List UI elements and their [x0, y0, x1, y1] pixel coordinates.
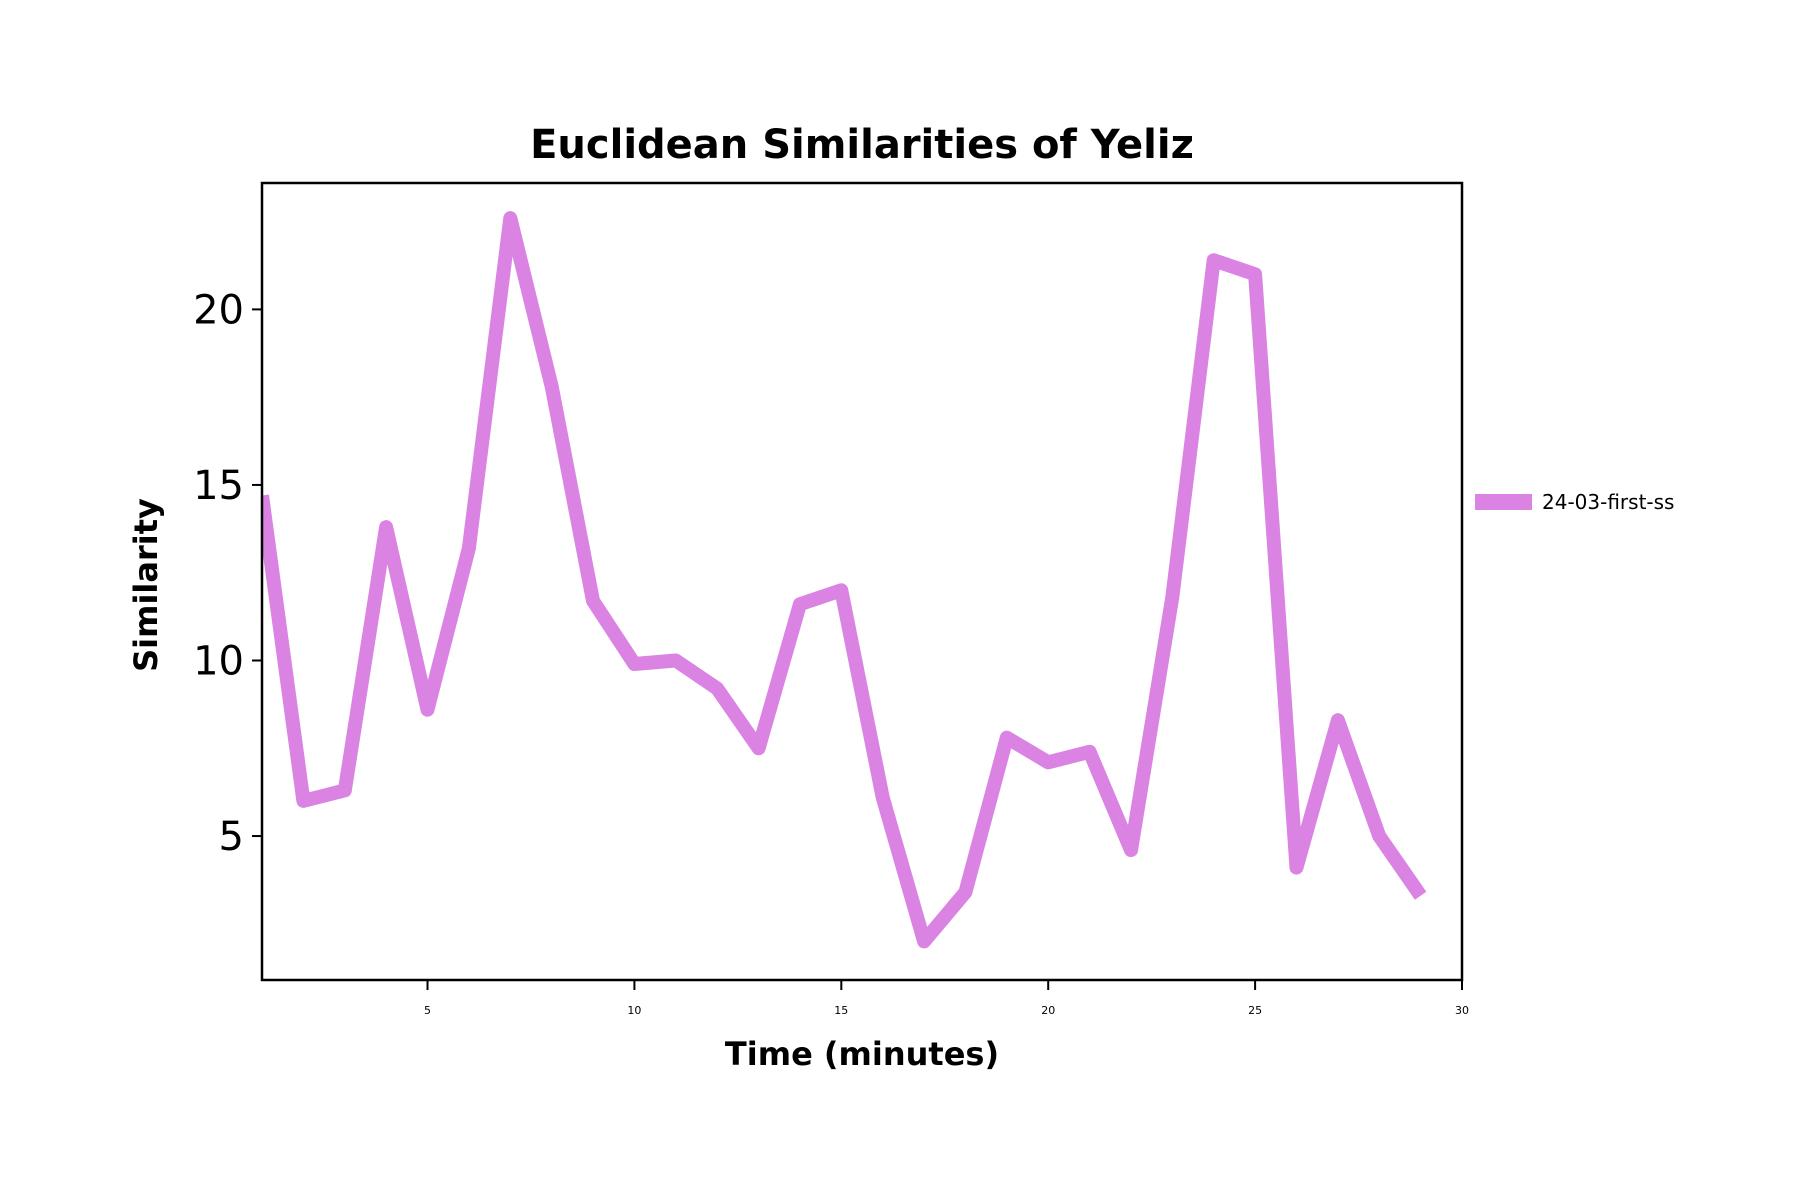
x-tick-label: 25: [1248, 1004, 1262, 1017]
x-tick-label: 30: [1455, 1004, 1469, 1017]
x-tick-label: 5: [424, 1004, 431, 1017]
y-axis: 5 10 15 20: [193, 287, 262, 860]
y-tick-label: 10: [193, 638, 244, 684]
y-tick-label: 20: [193, 287, 244, 333]
y-tick-label: 5: [219, 814, 244, 860]
plot-area: [262, 211, 1427, 949]
plot-frame: [260, 181, 1464, 982]
x-tick-label: 15: [834, 1004, 848, 1017]
x-axis: 5 10 15 20 25 30: [424, 980, 1469, 1017]
series-line-0: [262, 211, 1427, 949]
chart-title: Euclidean Similarities of Yeliz: [530, 122, 1194, 168]
x-tick-label: 20: [1041, 1004, 1055, 1017]
legend-label: 24-03-first-ss: [1542, 490, 1674, 514]
y-tick-label: 15: [193, 463, 244, 509]
legend: 24-03-first-ss: [1475, 490, 1674, 514]
x-axis-label: Time (minutes): [725, 1035, 999, 1073]
y-axis-label: Similarity: [127, 498, 165, 672]
x-tick-label: 10: [627, 1004, 641, 1017]
